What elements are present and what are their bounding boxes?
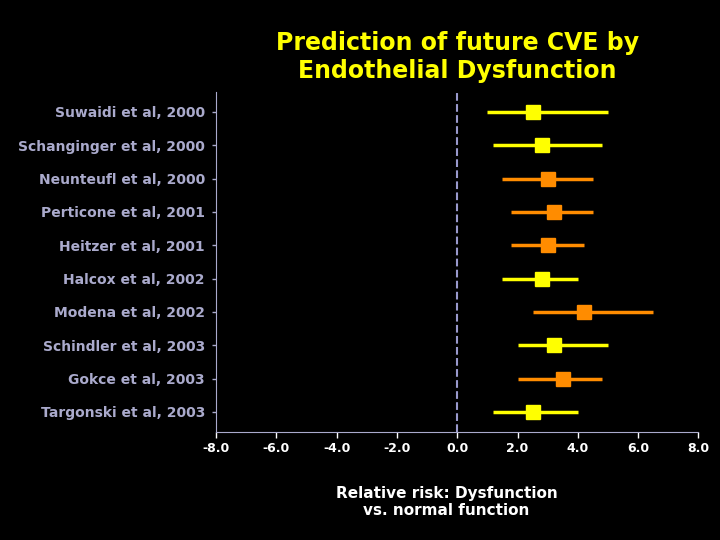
Text: Relative risk: Dysfunction
vs. normal function: Relative risk: Dysfunction vs. normal fu… [336, 486, 557, 518]
Title: Prediction of future CVE by
Endothelial Dysfunction: Prediction of future CVE by Endothelial … [276, 31, 639, 83]
